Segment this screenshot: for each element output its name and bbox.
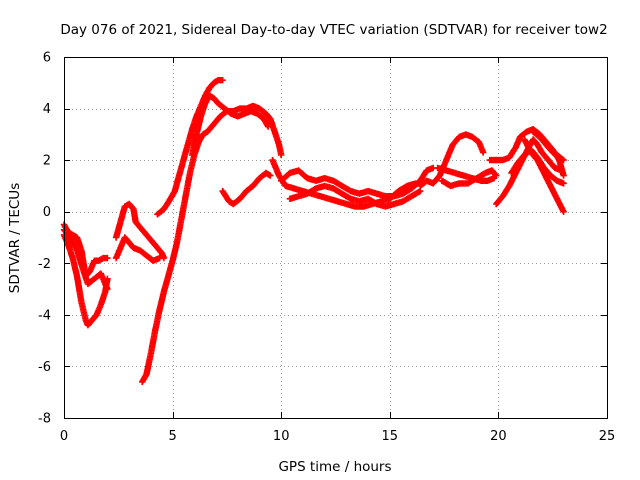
y-tick-label: 4 bbox=[43, 102, 51, 117]
y-tick-label: 6 bbox=[43, 51, 51, 66]
series-track-4 bbox=[112, 200, 168, 262]
x-axis-label: GPS time / hours bbox=[278, 459, 391, 475]
x-tick-label: 25 bbox=[599, 429, 616, 444]
y-tick-label: -8 bbox=[38, 412, 51, 427]
data-point-marker bbox=[560, 180, 567, 187]
series-track-20 bbox=[530, 128, 567, 164]
data-point-marker bbox=[104, 285, 111, 293]
data-point-marker bbox=[219, 77, 226, 84]
y-tick-label: 0 bbox=[43, 205, 51, 220]
data-point-marker bbox=[480, 149, 487, 156]
data-point-marker bbox=[264, 122, 271, 129]
y-tick-label: -6 bbox=[38, 360, 51, 375]
x-tick-label: 10 bbox=[273, 429, 290, 444]
y-tick-labels: -8 -6 -4 -2 0 2 4 6 bbox=[38, 51, 51, 427]
series-track-6 bbox=[139, 102, 285, 386]
y-tick-label: 2 bbox=[43, 154, 51, 169]
x-tick-label: 20 bbox=[490, 429, 507, 444]
data-point-marker bbox=[560, 208, 567, 215]
y-axis-label: SDTVAR / TECUs bbox=[7, 183, 23, 293]
y-tick-label: -4 bbox=[38, 308, 51, 323]
series-track-15 bbox=[438, 167, 500, 190]
data-point-marker bbox=[558, 167, 565, 174]
series-track-7 bbox=[154, 77, 226, 218]
chart-title: Day 076 of 2021, Sidereal Day-to-day VTE… bbox=[60, 22, 607, 38]
data-point-marker bbox=[493, 172, 500, 179]
data-point-marker bbox=[560, 172, 567, 179]
data-point-marker bbox=[104, 254, 111, 262]
series-track-19 bbox=[521, 136, 567, 215]
series-track-3 bbox=[60, 226, 111, 293]
series-track-9 bbox=[219, 169, 274, 208]
data-point-marker bbox=[560, 156, 567, 164]
grid bbox=[64, 57, 607, 418]
x-tick-label: 0 bbox=[60, 429, 68, 444]
data-point-marker bbox=[267, 172, 274, 179]
plot-frame bbox=[64, 57, 608, 419]
series-track-12 bbox=[286, 182, 424, 210]
data-point-marker bbox=[278, 151, 285, 159]
series-track-13 bbox=[417, 131, 487, 190]
series-track-14 bbox=[434, 164, 498, 184]
data-point-marker bbox=[265, 123, 272, 130]
x-tick-labels: 0 5 10 15 20 25 bbox=[60, 429, 615, 444]
x-tick-label: 5 bbox=[168, 429, 176, 444]
series-track-2 bbox=[60, 231, 111, 329]
data-point-marker bbox=[492, 171, 499, 178]
y-tick-label: -2 bbox=[38, 257, 51, 272]
series-track-8 bbox=[188, 92, 272, 159]
data-points bbox=[60, 77, 567, 386]
series-track-5 bbox=[112, 234, 163, 264]
series-track-11 bbox=[278, 164, 437, 200]
data-point-marker bbox=[156, 254, 163, 262]
x-tick-label: 15 bbox=[382, 429, 399, 444]
